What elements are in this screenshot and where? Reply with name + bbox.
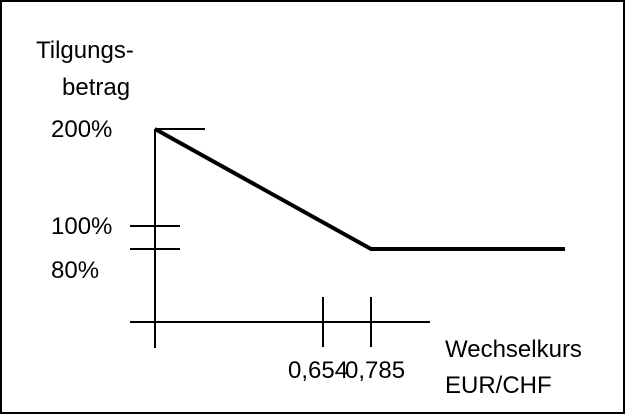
y-axis-label-line-2: betrag	[62, 74, 130, 101]
x-axis-label-line-1: Wechselkurs	[445, 336, 582, 363]
y-tick-label-100: 100%	[51, 213, 112, 240]
y-tick-label-200: 200%	[51, 116, 112, 143]
series-line	[154, 127, 565, 251]
x-tick-label-0654: 0,654	[288, 357, 348, 384]
y-axis-label-line-1: Tilgungs-	[36, 37, 134, 64]
x-axis-label-line-2: EUR/CHF	[445, 372, 552, 399]
y-tick-label-80: 80%	[51, 257, 99, 284]
x-tick-label-0785: 0,785	[345, 357, 405, 384]
